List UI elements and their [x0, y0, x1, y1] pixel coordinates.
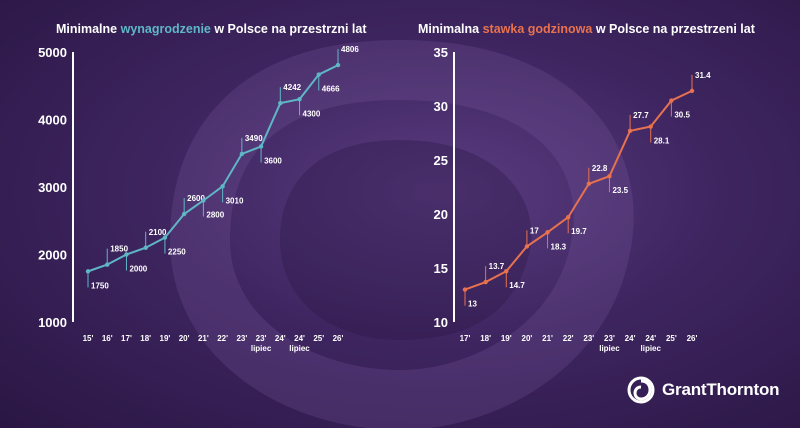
- left-x-tick-label: 18': [140, 334, 151, 343]
- right-data-label: 19.7: [571, 227, 587, 236]
- left-data-point: [278, 100, 283, 106]
- right-data-label: 14.7: [509, 281, 525, 290]
- right-data-point: [462, 287, 468, 292]
- left-y-tick-label: 4000: [38, 113, 67, 128]
- right-data-label: 27.7: [633, 111, 649, 120]
- right-y-tick-label: 10: [434, 315, 448, 330]
- left-x-tick-label: 24': [294, 334, 305, 343]
- right-x-tick-label: 19': [501, 334, 512, 343]
- right-x-tick-label: 17': [460, 334, 471, 343]
- left-data-label: 3600: [264, 157, 282, 166]
- right-data-label: 28.1: [654, 137, 670, 146]
- right-x-sublabel: lipiec: [641, 344, 662, 353]
- right-x-tick-label: 23': [604, 334, 615, 343]
- right-x-tick-label: 24': [645, 334, 656, 343]
- right-data-label: 13: [468, 300, 477, 309]
- right-y-tick-label: 25: [434, 153, 448, 168]
- chart-title-left: Minimalne wynagrodzenie w Polsce na prze…: [56, 22, 367, 36]
- right-y-tick-label: 15: [434, 261, 448, 276]
- right-y-tick-label: 35: [434, 45, 448, 60]
- right-data-label: 13.7: [489, 262, 505, 271]
- title-right-highlight: stawka godzinowa: [482, 22, 593, 36]
- left-data-label: 4300: [303, 109, 321, 118]
- right-x-tick-label: 20': [522, 334, 533, 343]
- right-series-line: [464, 89, 693, 291]
- right-x-tick-label: 24': [625, 334, 636, 343]
- title-right-pre: Minimalna: [418, 22, 483, 36]
- left-data-label: 2600: [187, 194, 205, 203]
- right-data-label: 31.4: [695, 71, 711, 80]
- left-series-line: [87, 64, 339, 273]
- left-data-label: 4242: [283, 83, 301, 92]
- left-y-tick-label: 1000: [38, 315, 67, 330]
- left-y-tick-label: 5000: [38, 45, 67, 60]
- right-data-label: 23.5: [612, 186, 628, 195]
- right-data-point: [689, 88, 695, 94]
- left-x-tick-label: 21': [198, 334, 209, 343]
- left-data-label: 4666: [322, 85, 340, 94]
- right-y-tick-label: 30: [434, 99, 448, 114]
- left-x-tick-label: 25': [313, 334, 324, 343]
- left-data-label: 2000: [129, 265, 147, 274]
- right-x-tick-label: 18': [480, 334, 491, 343]
- left-data-label: 3490: [245, 134, 263, 143]
- title-left-pre: Minimalne: [56, 22, 121, 36]
- left-data-label: 2250: [168, 248, 186, 257]
- left-data-label: 2100: [149, 228, 167, 237]
- left-x-tick-label: 23': [256, 334, 267, 343]
- left-x-sublabel: lipiec: [251, 344, 272, 353]
- left-y-tick-label: 3000: [38, 180, 67, 195]
- left-x-tick-label: 26': [333, 334, 344, 343]
- right-data-label: 22.8: [592, 164, 608, 173]
- left-data-label: 3010: [226, 196, 244, 205]
- title-left-post: w Polsce na przestrzni lat: [210, 22, 367, 36]
- grant-thornton-logo: GrantThornton: [626, 374, 780, 406]
- grant-thornton-logo-icon: [627, 376, 655, 404]
- right-data-label: 17: [530, 226, 539, 235]
- chart-title-right: Minimalna stawka godzinowa w Polsce na p…: [418, 22, 755, 36]
- left-x-sublabel: lipiec: [289, 344, 310, 353]
- left-x-tick-label: 24': [275, 334, 286, 343]
- left-y-tick-label: 2000: [38, 248, 67, 263]
- left-data-label: 1850: [110, 245, 128, 254]
- left-x-tick-label: 15': [83, 334, 94, 343]
- right-x-tick-label: 22': [563, 334, 574, 343]
- left-data-label: 4806: [341, 45, 359, 54]
- left-x-tick-label: 16': [102, 334, 113, 343]
- right-x-tick-label: 25': [666, 334, 677, 343]
- title-left-highlight: wynagrodzenie: [120, 22, 211, 36]
- left-x-tick-label: 19': [160, 334, 171, 343]
- right-x-tick-label: 21': [542, 334, 553, 343]
- title-right-post: w Polsce na przestrzeni lat: [592, 22, 755, 36]
- left-x-tick-label: 20': [179, 334, 190, 343]
- right-data-label: 18.3: [551, 242, 567, 251]
- right-x-tick-label: 26': [687, 334, 698, 343]
- logo-text: GrantThornton: [662, 380, 780, 399]
- right-data-label: 30.5: [674, 111, 690, 120]
- left-x-tick-label: 22': [217, 334, 228, 343]
- left-data-label: 2800: [206, 211, 224, 220]
- left-data-label: 1750: [91, 281, 109, 290]
- left-x-tick-label: 23': [236, 334, 247, 343]
- right-y-tick-label: 20: [434, 207, 448, 222]
- left-x-tick-label: 17': [121, 334, 132, 343]
- right-x-sublabel: lipiec: [599, 344, 620, 353]
- right-x-tick-label: 23': [583, 334, 594, 343]
